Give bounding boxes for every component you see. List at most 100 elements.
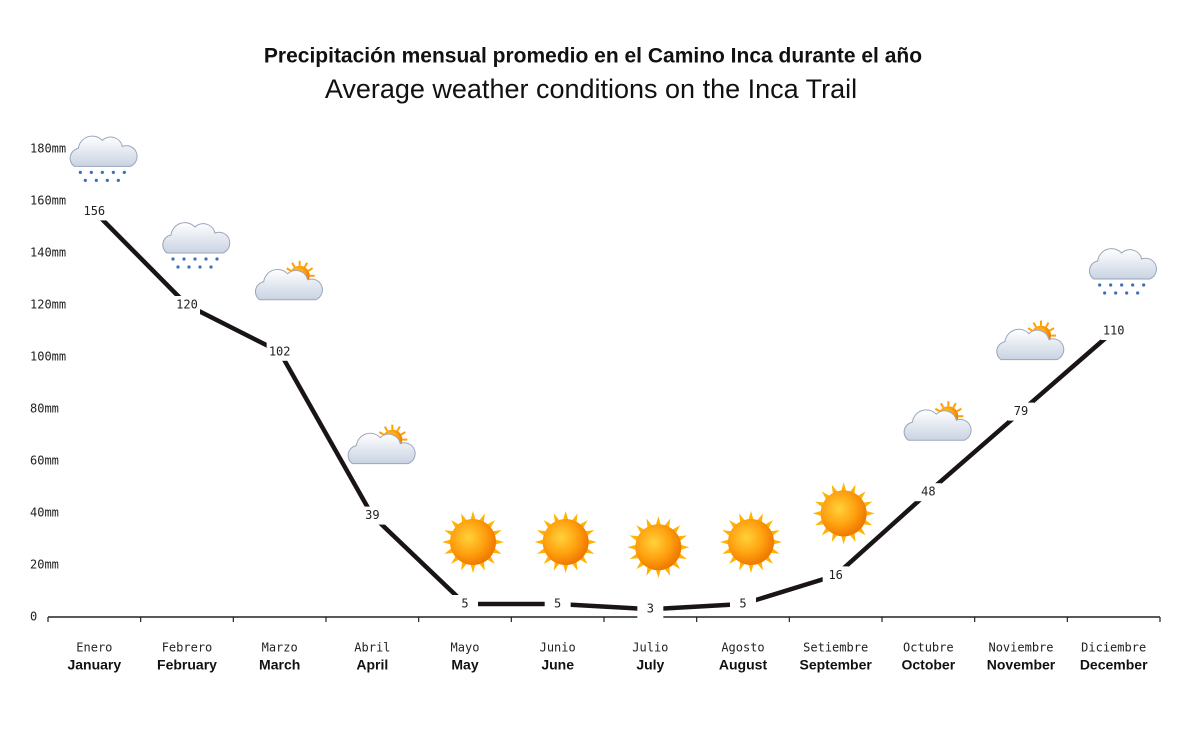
value-label-bg <box>1100 322 1127 340</box>
x-tick-label-en: August <box>719 657 768 673</box>
rain-drop <box>100 170 104 174</box>
value-label: 5 <box>461 597 468 611</box>
x-tick-label-en: May <box>451 657 478 673</box>
rain-drop <box>83 178 87 182</box>
sun <box>450 519 496 565</box>
value-label: 5 <box>739 597 746 611</box>
sun-ray <box>680 544 690 550</box>
cloud <box>254 268 323 301</box>
x-tick-label-en: March <box>259 657 300 673</box>
rain-drop <box>193 257 197 261</box>
sun <box>635 524 682 571</box>
weather-icon <box>347 424 416 465</box>
weather-icon <box>1088 248 1157 295</box>
rain-drop <box>78 170 82 174</box>
sun-ray <box>934 407 941 413</box>
line <box>92 209 1116 612</box>
sun-ray <box>772 539 782 545</box>
cloud <box>1088 248 1157 280</box>
y-tick-label: 100mm <box>30 350 66 364</box>
x-tick-label-en: September <box>799 657 872 673</box>
x-tick-label-en: October <box>901 657 955 673</box>
sun-ray <box>286 267 292 272</box>
weather-icon <box>534 511 597 573</box>
sun-ray <box>841 482 847 492</box>
sun-ray <box>396 426 401 432</box>
rain-drop <box>176 265 180 269</box>
rain-drop <box>1109 283 1113 287</box>
x-tick-label: Noviembre <box>988 641 1053 655</box>
sun <box>820 490 867 537</box>
rain-drop <box>171 257 175 261</box>
y-tick-label: 80mm <box>30 402 59 416</box>
rain-drop <box>1142 283 1146 287</box>
sun-ray <box>1045 322 1050 328</box>
rain-drop <box>198 265 202 269</box>
sun-ray <box>400 431 406 436</box>
rain-drop <box>182 257 186 261</box>
sun-ray <box>952 402 957 409</box>
value-label-bg <box>544 595 571 613</box>
sun-ray <box>378 431 385 436</box>
y-tick-label: 60mm <box>30 454 59 468</box>
x-tick-label: Junio <box>540 641 576 655</box>
x-tick-label-en: November <box>987 657 1056 673</box>
x-tick-label-en: January <box>67 657 121 673</box>
sun-ray <box>812 510 822 517</box>
sun-ray <box>748 511 754 521</box>
value-label: 120 <box>176 298 198 312</box>
rain-drop <box>1125 291 1129 295</box>
weather-icon <box>254 260 323 301</box>
rain-drop <box>122 170 126 174</box>
value-label-bg <box>1008 402 1034 421</box>
sun-ray <box>720 539 730 545</box>
rain-drop <box>1098 283 1102 287</box>
y-tick-label: 20mm <box>30 558 59 572</box>
rain-drop <box>1136 291 1140 295</box>
y-tick-label: 180mm <box>30 142 66 156</box>
value-label-bg <box>359 506 386 525</box>
x-tick-label: Mayo <box>451 641 480 655</box>
weather-icon <box>442 511 504 573</box>
cloud <box>347 432 416 465</box>
rain-drop <box>116 178 120 182</box>
sun-ray <box>442 539 452 545</box>
sun-ray <box>1049 327 1055 332</box>
value-label-bg <box>637 600 664 619</box>
rain-drop <box>187 265 191 269</box>
sun-ray <box>939 402 945 409</box>
weather-icon <box>69 135 138 182</box>
value-label: 39 <box>365 508 379 522</box>
chart-title: Precipitación mensual promedio en el Cam… <box>264 45 922 68</box>
sun-ray <box>494 539 504 545</box>
sun-ray <box>534 539 544 545</box>
x-tick-label-en: July <box>636 657 664 673</box>
rain-drop <box>89 170 93 174</box>
y-tick-label: 160mm <box>30 194 66 208</box>
sun-ray <box>841 535 847 545</box>
x-tick-label-en: June <box>541 657 574 673</box>
sun-ray <box>1032 322 1037 328</box>
value-label-bg <box>81 202 108 221</box>
x-tick-label: Agosto <box>721 641 764 655</box>
x-tick-label: Setiembre <box>803 641 868 655</box>
rain-drop <box>94 178 98 182</box>
weather-icon <box>996 320 1065 361</box>
weather-icon <box>627 516 690 579</box>
cloud <box>69 135 138 167</box>
x-tick-label: Julio <box>632 641 668 655</box>
weather-icon <box>812 482 875 545</box>
weather-icon <box>162 222 231 269</box>
value-label: 16 <box>828 568 842 582</box>
sun <box>542 519 589 565</box>
value-label: 156 <box>83 204 105 218</box>
weather-icon <box>903 401 972 441</box>
cloud <box>162 222 231 254</box>
rain-drop <box>1103 291 1107 295</box>
rain-drop <box>1120 283 1124 287</box>
sun-ray <box>291 262 296 268</box>
x-tick-label: Abril <box>354 641 390 655</box>
x-tick-label-en: April <box>356 657 388 673</box>
x-tick-label-en: December <box>1080 657 1148 673</box>
